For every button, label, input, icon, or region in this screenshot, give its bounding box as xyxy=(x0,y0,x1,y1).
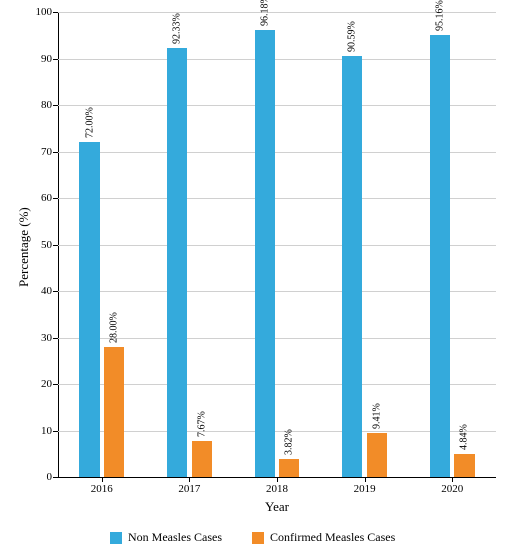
bar-confirmed-measles xyxy=(192,441,212,477)
measles-bar-chart: Percentage (%) Year 01020304050607080901… xyxy=(0,0,519,550)
x-tick-label: 2020 xyxy=(441,483,463,495)
bar-confirmed-measles xyxy=(279,459,299,477)
bar-non-measles xyxy=(79,142,99,477)
bar-value-label: 7.67% xyxy=(196,411,207,437)
legend-item-non-measles: Non Measles Cases xyxy=(110,530,222,545)
bar-value-label: 92.33% xyxy=(172,13,183,44)
x-tick-mark xyxy=(365,477,366,482)
bar-value-label: 95.16% xyxy=(434,0,445,31)
y-tick-mark xyxy=(53,477,58,478)
bar-non-measles xyxy=(430,35,450,477)
bar-value-label: 9.41% xyxy=(371,403,382,429)
x-tick-label: 2017 xyxy=(178,483,200,495)
bar-value-label: 4.84% xyxy=(459,425,470,451)
y-tick-label: 60 xyxy=(24,192,52,204)
legend-swatch-confirmed-measles xyxy=(252,532,264,544)
bar-value-label: 3.82% xyxy=(284,429,295,455)
bar-confirmed-measles xyxy=(367,433,387,477)
y-tick-label: 40 xyxy=(24,285,52,297)
y-tick-label: 30 xyxy=(24,332,52,344)
x-tick-mark xyxy=(189,477,190,482)
y-tick-mark xyxy=(53,105,58,106)
y-tick-label: 100 xyxy=(24,6,52,18)
y-tick-mark xyxy=(53,245,58,246)
y-tick-label: 70 xyxy=(24,146,52,158)
legend-swatch-non-measles xyxy=(110,532,122,544)
y-tick-mark xyxy=(53,338,58,339)
y-tick-mark xyxy=(53,431,58,432)
y-tick-mark xyxy=(53,384,58,385)
bar-non-measles xyxy=(255,30,275,477)
x-axis-title: Year xyxy=(58,499,496,515)
x-tick-mark xyxy=(452,477,453,482)
bar-non-measles xyxy=(167,48,187,477)
bar-value-label: 72.00% xyxy=(84,107,95,138)
legend: Non Measles Cases Confirmed Measles Case… xyxy=(110,530,395,545)
y-tick-label: 10 xyxy=(24,425,52,437)
y-tick-mark xyxy=(53,59,58,60)
legend-label-confirmed-measles: Confirmed Measles Cases xyxy=(270,530,395,545)
x-tick-mark xyxy=(102,477,103,482)
legend-item-confirmed-measles: Confirmed Measles Cases xyxy=(252,530,395,545)
y-tick-label: 80 xyxy=(24,99,52,111)
y-tick-mark xyxy=(53,12,58,13)
bar-value-label: 90.59% xyxy=(347,21,358,52)
x-tick-mark xyxy=(277,477,278,482)
gridline xyxy=(58,12,496,13)
y-tick-mark xyxy=(53,291,58,292)
x-tick-label: 2018 xyxy=(266,483,288,495)
bar-confirmed-measles xyxy=(104,347,124,477)
x-tick-label: 2016 xyxy=(91,483,113,495)
bar-value-label: 96.18% xyxy=(259,0,270,26)
bar-non-measles xyxy=(342,56,362,477)
y-tick-mark xyxy=(53,198,58,199)
y-tick-label: 0 xyxy=(24,471,52,483)
x-tick-label: 2019 xyxy=(354,483,376,495)
y-tick-label: 50 xyxy=(24,239,52,251)
y-tick-label: 90 xyxy=(24,53,52,65)
bar-value-label: 28.00% xyxy=(109,312,120,343)
legend-label-non-measles: Non Measles Cases xyxy=(128,530,222,545)
y-tick-mark xyxy=(53,152,58,153)
bar-confirmed-measles xyxy=(454,454,474,477)
y-tick-label: 20 xyxy=(24,378,52,390)
